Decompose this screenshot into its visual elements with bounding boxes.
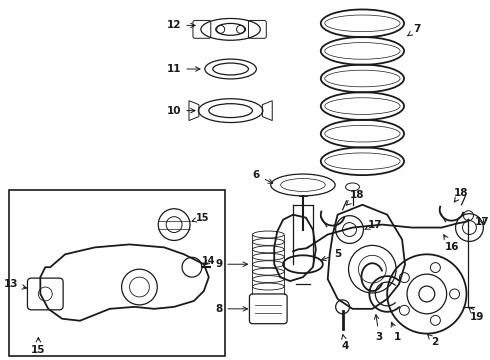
Text: 11: 11 bbox=[167, 64, 200, 74]
Bar bbox=[9, 190, 225, 356]
Text: 17: 17 bbox=[475, 217, 490, 227]
Text: 1: 1 bbox=[391, 322, 401, 342]
Text: 18: 18 bbox=[454, 188, 469, 202]
Text: 8: 8 bbox=[215, 304, 247, 314]
Text: 17: 17 bbox=[365, 220, 383, 230]
Text: 7: 7 bbox=[408, 24, 420, 36]
Text: 16: 16 bbox=[444, 235, 459, 252]
Text: 3: 3 bbox=[374, 315, 383, 342]
Text: 9: 9 bbox=[215, 259, 247, 269]
Text: 14: 14 bbox=[202, 256, 216, 266]
Text: 19: 19 bbox=[468, 307, 485, 322]
Text: 18: 18 bbox=[346, 190, 365, 205]
Text: 4: 4 bbox=[342, 335, 349, 351]
Text: 10: 10 bbox=[167, 105, 195, 116]
Text: 5: 5 bbox=[321, 249, 341, 261]
Text: 15: 15 bbox=[192, 213, 210, 222]
Text: 13: 13 bbox=[3, 279, 26, 289]
Text: 15: 15 bbox=[31, 337, 46, 355]
Text: 12: 12 bbox=[167, 21, 195, 30]
Text: 6: 6 bbox=[253, 170, 273, 183]
Text: 2: 2 bbox=[428, 334, 439, 347]
